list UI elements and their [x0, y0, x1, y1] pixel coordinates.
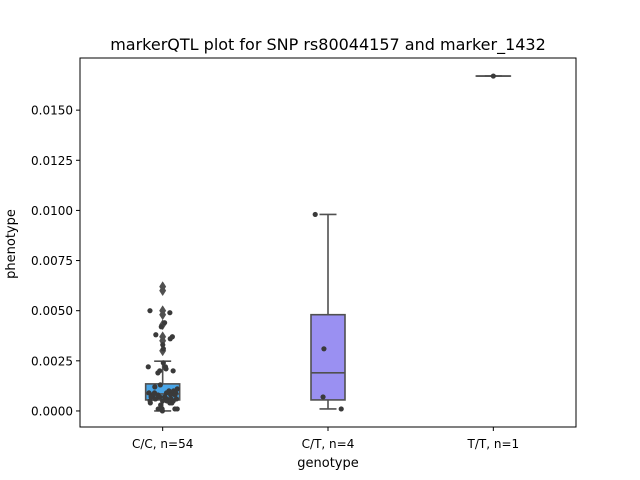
data-point — [158, 324, 164, 330]
data-point — [168, 392, 174, 398]
data-point — [161, 320, 168, 326]
data-point — [155, 406, 161, 412]
data-point — [321, 346, 327, 352]
data-point — [160, 346, 166, 352]
chart-title: markerQTL plot for SNP rs80044157 and ma… — [110, 35, 546, 55]
x-axis-label: genotype — [297, 456, 358, 471]
data-point — [158, 402, 164, 408]
data-point — [145, 364, 151, 370]
y-tick-label: 0.0075 — [31, 254, 73, 268]
data-point — [167, 336, 173, 342]
data-point — [160, 342, 166, 348]
data-point — [160, 398, 166, 404]
outlier-marker — [159, 281, 167, 293]
axes-frame — [79, 57, 577, 428]
outlier-marker — [159, 305, 167, 317]
data-point — [157, 394, 163, 400]
y-tick-label: 0.0125 — [31, 154, 73, 168]
y-tick-label: 0.0050 — [31, 304, 73, 318]
data-point — [338, 406, 344, 412]
x-tick-label: C/C, n=54 — [132, 437, 193, 451]
data-point — [163, 366, 169, 372]
y-tick-label: 0.0150 — [31, 104, 73, 118]
data-point — [312, 211, 318, 218]
data-point — [152, 396, 159, 402]
y-axis-label: phenotype — [4, 209, 19, 279]
data-point — [490, 73, 496, 79]
x-tick-label: T/T, n=1 — [467, 437, 520, 451]
data-point — [159, 408, 165, 414]
data-point — [320, 394, 326, 400]
data-point — [157, 382, 163, 388]
data-point — [167, 310, 173, 316]
box — [310, 313, 346, 401]
data-point — [172, 392, 178, 398]
data-point — [170, 368, 176, 374]
data-point — [172, 406, 178, 412]
data-point — [148, 394, 154, 400]
data-point — [155, 370, 161, 376]
outlier-marker — [159, 331, 167, 343]
data-point — [163, 390, 170, 396]
data-point — [153, 332, 159, 338]
data-point — [167, 400, 173, 406]
y-tick-label: 0.0100 — [31, 204, 73, 218]
data-point — [147, 308, 153, 314]
data-point — [152, 384, 158, 390]
x-tick-label: C/T, n=4 — [302, 437, 355, 451]
y-tick-label: 0.0000 — [31, 404, 73, 418]
y-tick-label: 0.0025 — [31, 354, 73, 368]
data-point — [160, 360, 166, 366]
plot-area: 0.0000 0.0025 0.0050 0.0075 0.0100 0.0125 0.01… — [31, 73, 519, 451]
data-point — [147, 400, 153, 406]
